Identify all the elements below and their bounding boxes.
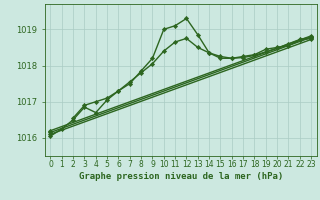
X-axis label: Graphe pression niveau de la mer (hPa): Graphe pression niveau de la mer (hPa) <box>79 172 283 181</box>
